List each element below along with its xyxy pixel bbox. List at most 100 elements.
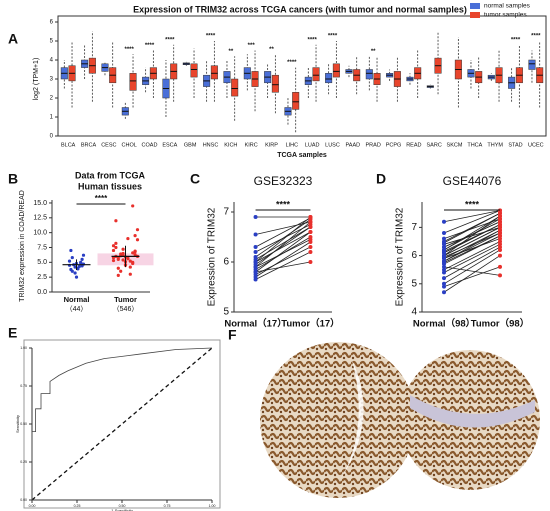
- y-tick-label: 7.5: [37, 244, 47, 251]
- pair-line: [443, 227, 501, 256]
- x-tick-label: 0.25: [74, 504, 81, 508]
- pair-line: [443, 218, 501, 240]
- data-point: [69, 248, 73, 253]
- data-point: [111, 248, 116, 253]
- y-tick-label: 0.0: [37, 289, 47, 296]
- data-point: [442, 245, 446, 250]
- data-point: [133, 249, 137, 253]
- pair-line: [443, 249, 501, 285]
- data-point: [498, 273, 502, 278]
- x-tick-label: LUAD: [305, 142, 320, 148]
- panel-label: E: [8, 325, 17, 341]
- x-tick-label: UCEC: [528, 142, 544, 148]
- data-point: [442, 264, 446, 269]
- pair-line: [443, 266, 501, 287]
- y-tick-label: 5: [223, 307, 229, 318]
- pair-line: [443, 241, 501, 271]
- data-point: [442, 290, 446, 295]
- data-point: [253, 257, 258, 262]
- x-tick-label: KICH: [224, 142, 237, 148]
- y-tick-label: 6: [223, 257, 229, 268]
- data-point: [121, 251, 125, 256]
- data-point: [442, 255, 446, 259]
- pair-line: [255, 231, 311, 263]
- box: [292, 92, 300, 110]
- y-tick-label: 6: [411, 250, 417, 261]
- panel-label: A: [8, 31, 18, 47]
- data-point: [498, 219, 502, 224]
- data-point: [498, 247, 502, 252]
- significance: **: [371, 49, 376, 55]
- y-tick-label: 12.5: [33, 215, 47, 222]
- significance: **: [228, 49, 233, 55]
- pair-line: [443, 235, 501, 264]
- y-tick-label: 10.0: [33, 229, 47, 236]
- x-tick-label: THYM: [487, 142, 503, 148]
- data-point: [498, 228, 502, 233]
- data-point: [131, 204, 135, 208]
- chart-title: Data from TCGA: [75, 170, 146, 180]
- panel-label: F: [228, 327, 237, 343]
- y-tick-label: 0.50: [20, 422, 27, 426]
- significance: ****: [95, 194, 108, 203]
- x-tick-label: STAD: [508, 142, 522, 148]
- data-point: [498, 216, 502, 221]
- data-point: [253, 265, 258, 269]
- x-tick-label: BRCA: [81, 142, 97, 148]
- panel-f-images: [260, 342, 540, 498]
- data-point: [70, 255, 74, 260]
- data-point: [133, 234, 137, 238]
- y-axis-label: Expression of TRIM32: [395, 207, 406, 306]
- data-point: [80, 257, 84, 261]
- pair-line: [255, 246, 311, 275]
- y-tick-label: 0.75: [20, 384, 27, 388]
- box: [190, 63, 198, 78]
- x-tick-label: BLCA: [61, 142, 76, 148]
- x-tick-label: Normal: [64, 295, 90, 304]
- y-tick-label: 2: [50, 96, 54, 102]
- data-point: [126, 256, 130, 260]
- data-point: [253, 215, 258, 219]
- pair-line: [255, 231, 311, 273]
- significance: ****: [124, 47, 134, 53]
- y-tick-label: 6: [50, 20, 54, 26]
- x-tick-label: HNSC: [203, 142, 219, 148]
- y-tick-label: 1.00: [20, 346, 27, 350]
- significance: **: [269, 47, 274, 53]
- x-tick-label: 0.00: [29, 504, 36, 508]
- data-point: [73, 265, 77, 269]
- significance: ****: [531, 34, 541, 40]
- data-point: [119, 252, 123, 256]
- panel-label: B: [8, 171, 18, 187]
- box: [129, 73, 137, 91]
- pair-line: [443, 243, 501, 273]
- data-point: [126, 236, 130, 241]
- y-tick-label: 7: [411, 222, 417, 233]
- y-tick-label: 5: [50, 39, 54, 45]
- data-point: [442, 231, 446, 236]
- data-point: [308, 237, 313, 242]
- data-point: [308, 225, 313, 229]
- y-axis-label: Sensitivity: [15, 415, 20, 433]
- pair-line: [443, 266, 501, 276]
- y-axis-label: TRIM32 expression in COAD/READ: [19, 190, 26, 302]
- data-point: [70, 269, 74, 273]
- panel-label: D: [376, 171, 386, 187]
- data-point: [111, 258, 116, 263]
- box: [325, 73, 333, 84]
- data-point: [73, 271, 77, 275]
- x-tick-label: LUSC: [325, 142, 340, 148]
- roc-frame: [23, 339, 221, 509]
- pair-line: [443, 255, 501, 293]
- data-point: [442, 276, 446, 281]
- data-point: [498, 245, 502, 250]
- x-tick-label: PAAD: [346, 142, 361, 148]
- data-point: [442, 260, 446, 265]
- data-point: [498, 233, 502, 238]
- y-tick-label: 5.0: [37, 259, 47, 266]
- x-tick-label: Tumor: [114, 295, 137, 304]
- data-point: [253, 270, 258, 274]
- x-tick-label: READ: [406, 142, 421, 148]
- data-point: [308, 216, 313, 220]
- x-tick-label: SKCM: [447, 142, 463, 148]
